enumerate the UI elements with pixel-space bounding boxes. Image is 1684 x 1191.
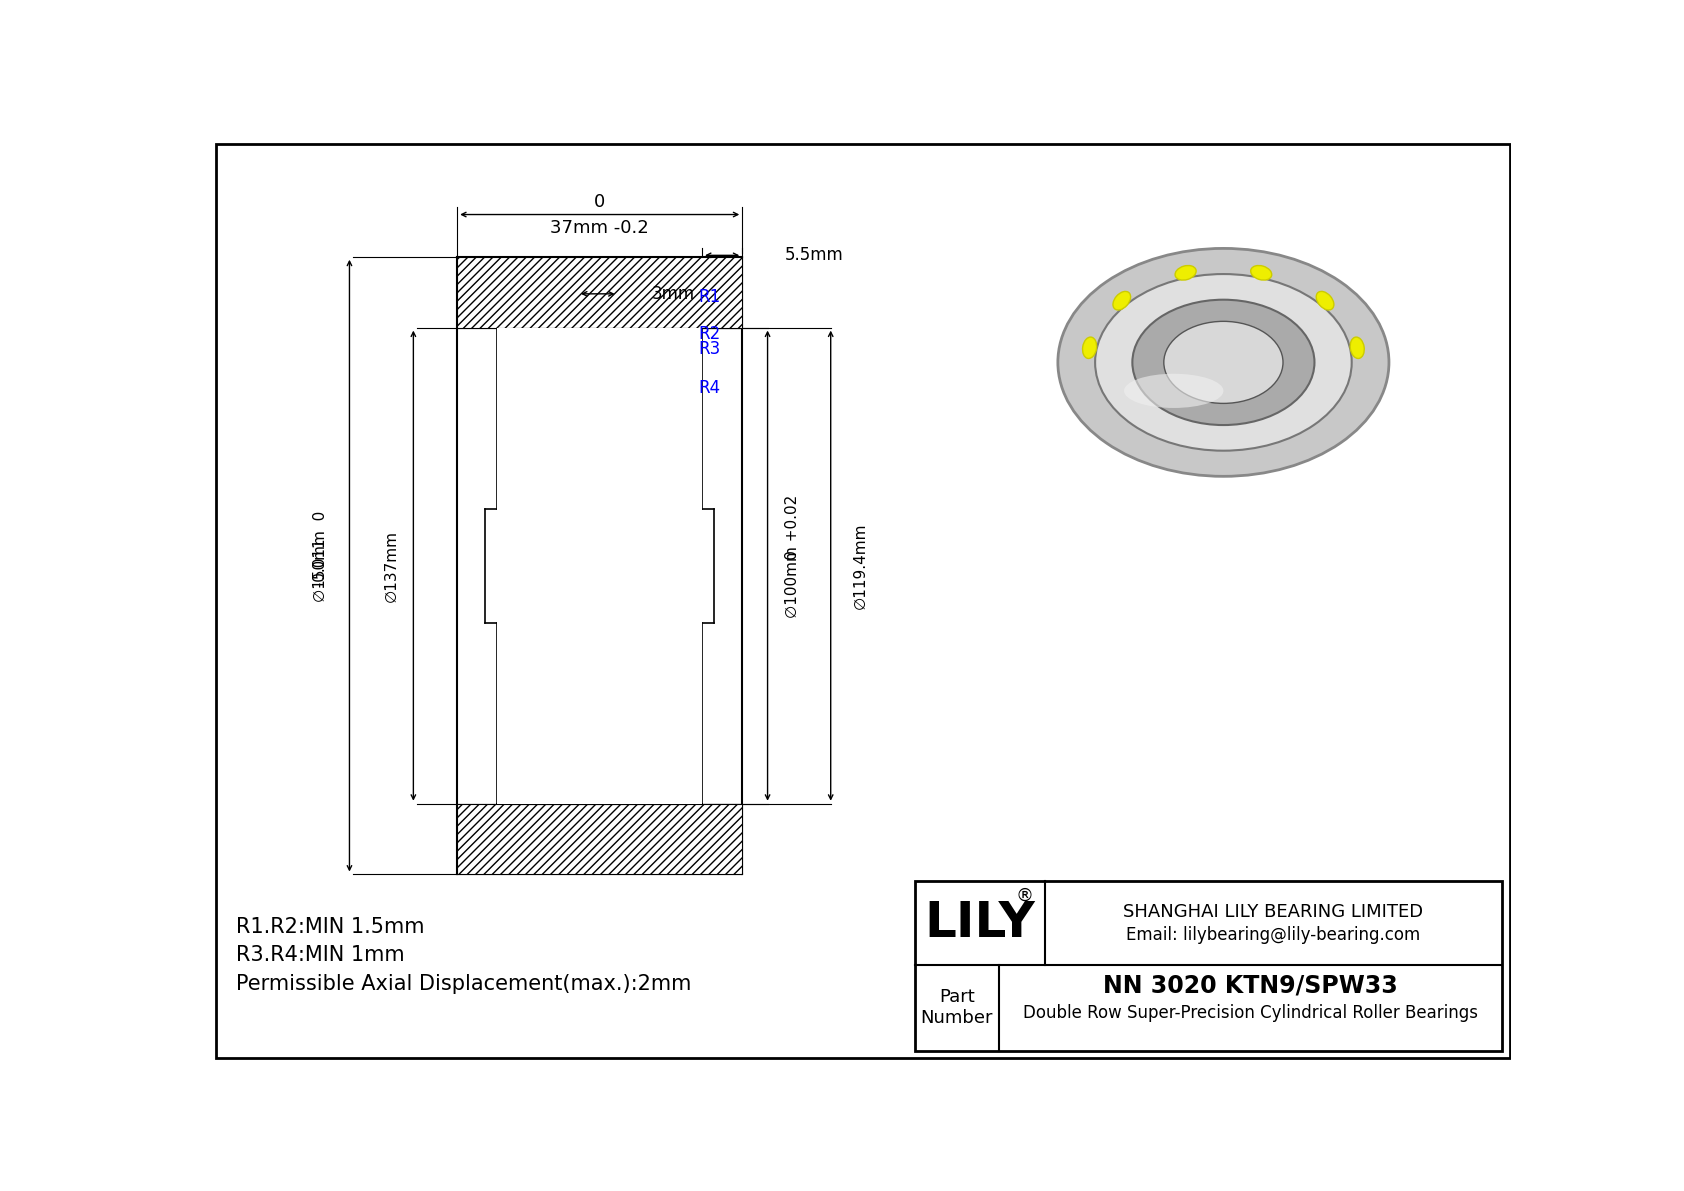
Ellipse shape [1317,292,1334,310]
Text: R2: R2 [699,325,721,343]
Bar [546,328,650,804]
Bar [546,328,650,370]
Ellipse shape [1095,274,1352,450]
Text: NN 3020 KTN9/SPW33: NN 3020 KTN9/SPW33 [1103,973,1398,997]
Ellipse shape [1175,266,1196,280]
Bar [650,328,689,804]
Text: ∅100mm +0.02: ∅100mm +0.02 [785,494,800,618]
Bar [458,257,743,328]
Text: R4: R4 [699,379,721,397]
Ellipse shape [1132,300,1315,425]
Text: 5.5mm: 5.5mm [785,247,844,264]
Ellipse shape [1125,374,1223,409]
Text: R3.R4:MIN 1mm: R3.R4:MIN 1mm [236,946,404,965]
Text: ®: ® [1015,887,1034,905]
Text: 0: 0 [594,193,605,211]
Text: ∅137mm: ∅137mm [384,530,399,601]
Text: LILY: LILY [925,899,1036,947]
Bar [916,880,1502,1050]
Text: Double Row Super-Precision Cylindrical Roller Bearings: Double Row Super-Precision Cylindrical R… [1022,1004,1479,1022]
Bar [546,417,650,804]
Bar [578,370,618,417]
Ellipse shape [1251,266,1271,280]
Bar [702,328,743,804]
Bar [458,328,497,804]
Text: Part
Number: Part Number [921,989,994,1027]
Text: SHANGHAI LILY BEARING LIMITED: SHANGHAI LILY BEARING LIMITED [1123,903,1423,921]
Ellipse shape [1058,249,1389,476]
Text: R1.R2:MIN 1.5mm: R1.R2:MIN 1.5mm [236,917,424,937]
Ellipse shape [1083,337,1096,358]
Text: 0: 0 [785,550,800,628]
Text: R1: R1 [699,288,721,306]
Text: Permissible Axial Displacement(max.):2mm: Permissible Axial Displacement(max.):2mm [236,974,692,993]
Ellipse shape [1164,322,1283,404]
Bar [512,328,546,804]
Bar [458,257,743,874]
Ellipse shape [1351,337,1364,358]
Text: -0.011: -0.011 [313,538,328,636]
Text: 37mm -0.2: 37mm -0.2 [551,219,648,237]
Bar [497,328,702,804]
Ellipse shape [1113,292,1130,310]
Text: R3: R3 [699,341,721,358]
Text: Email: lilybearing@lily-bearing.com: Email: lilybearing@lily-bearing.com [1127,927,1421,944]
Text: 3mm: 3mm [652,285,695,303]
Text: ∅119.4mm: ∅119.4mm [852,523,867,609]
Text: ∅150mm  0: ∅150mm 0 [313,511,328,601]
Bar [458,804,743,874]
